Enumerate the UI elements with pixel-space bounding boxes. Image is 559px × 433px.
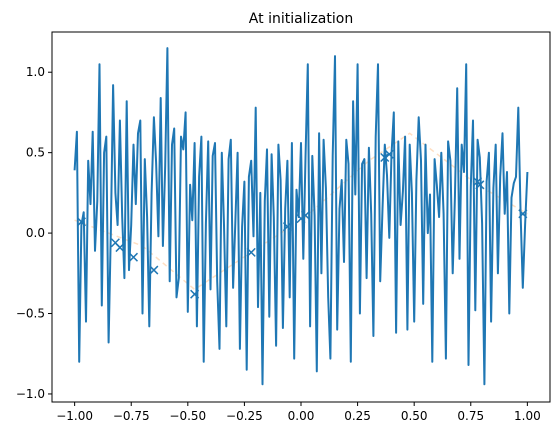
x-marker [246, 247, 256, 257]
x-marker [190, 289, 200, 299]
x-marker [300, 210, 311, 220]
x-tick-label: 0.75 [457, 409, 484, 423]
plot-frame [51, 31, 551, 403]
y-axis: −1.0 −0.5 0.0 0.5 1.0 [16, 65, 52, 401]
x-tick-label: −1.00 [56, 409, 93, 423]
y-tick-label: −0.5 [16, 307, 45, 321]
sample-markers [76, 149, 528, 299]
x-tick-label: −0.50 [169, 409, 206, 423]
x-tick-label: −0.25 [226, 409, 263, 423]
x-marker [518, 209, 528, 219]
x-marker [380, 152, 390, 163]
x-tick-label: 0.50 [401, 409, 428, 423]
y-tick-label: −1.0 [16, 387, 45, 401]
model-line [73, 47, 529, 386]
x-marker [384, 149, 394, 159]
x-tick-label: 0.25 [344, 409, 371, 423]
y-tick-label: 0.5 [26, 146, 45, 160]
x-marker [282, 222, 292, 232]
x-tick-label: 0.00 [288, 409, 315, 423]
x-marker [149, 265, 159, 275]
x-marker [76, 217, 86, 227]
x-marker [296, 214, 306, 224]
x-marker [115, 243, 125, 253]
y-tick-label: 1.0 [26, 65, 45, 79]
x-marker [128, 252, 139, 262]
x-tick-label: 1.00 [514, 409, 541, 423]
x-marker [475, 180, 485, 190]
x-axis: −1.00 −0.75 −0.50 −0.25 0.00 0.25 0.50 0.75 1.00 [56, 402, 541, 423]
x-tick-label: −0.75 [113, 409, 150, 423]
model-series [73, 47, 529, 386]
chart-title: At initialization [249, 11, 353, 27]
y-tick-label: 0.0 [26, 226, 45, 240]
